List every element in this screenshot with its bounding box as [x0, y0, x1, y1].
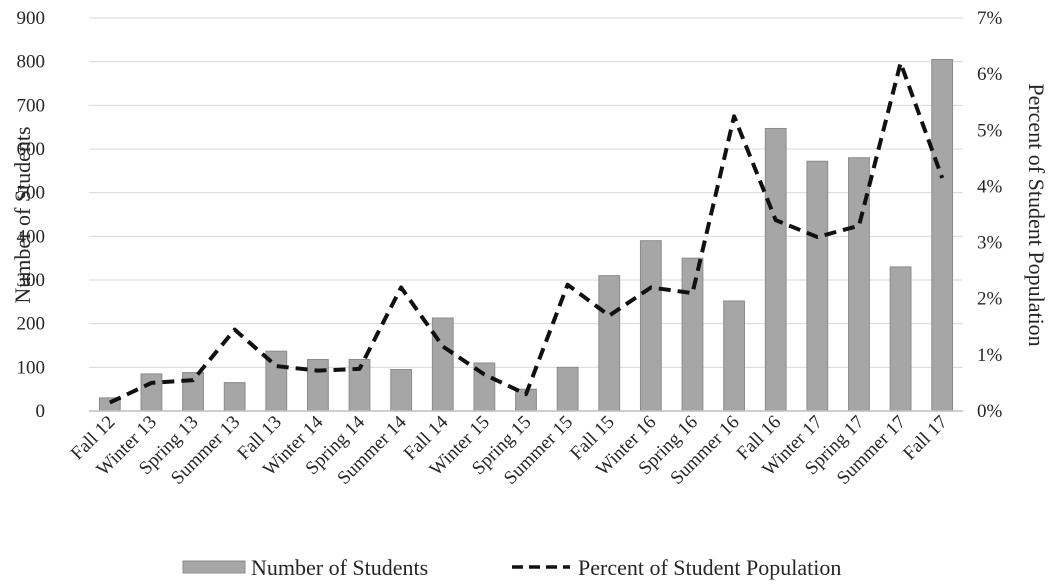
bar — [931, 58, 954, 412]
bar — [764, 127, 787, 412]
y2-tick-label: 0% — [977, 401, 1003, 422]
bar — [307, 358, 329, 412]
bar — [681, 257, 704, 412]
line-series-percent-of-student-population — [108, 60, 945, 405]
y2-tick-label: 7% — [977, 8, 1003, 29]
x-tick-label: Fall 17 — [899, 412, 952, 465]
y2-tick-label: 2% — [977, 289, 1003, 310]
percent-line — [108, 60, 945, 405]
y-tick-label: 900 — [17, 8, 46, 29]
y-tick-label: 500 — [17, 183, 46, 204]
y2-tick-label: 4% — [977, 176, 1003, 197]
y-tick-label: 400 — [17, 226, 46, 247]
left-y-axis-title: Number of Students — [10, 126, 35, 303]
y-tick-label: 800 — [17, 52, 46, 73]
y-tick-label: 300 — [17, 270, 46, 291]
y-tick-label: 700 — [17, 95, 46, 116]
gridlines — [89, 17, 963, 368]
y2-tick-label: 6% — [977, 64, 1003, 85]
bar — [223, 382, 246, 412]
y2-tick-label: 1% — [977, 345, 1003, 366]
bar — [723, 300, 746, 412]
y2-tick-label: 5% — [977, 120, 1003, 141]
bar — [431, 317, 454, 412]
bar — [556, 366, 579, 412]
left-y-axis-ticks: 0 100 200 300 400 500 600 700 800 900 — [17, 8, 46, 422]
right-y-axis-title: Percent of Student Population — [1024, 83, 1049, 346]
legend-label-number-of-students: Number of Students — [251, 555, 428, 580]
bar — [390, 369, 413, 412]
bar — [140, 373, 163, 412]
right-y-axis-ticks: 0% 1% 2% 3% 4% 5% 6% 7% — [977, 8, 1003, 422]
y-tick-label: 600 — [17, 139, 46, 160]
y-tick-label: 0 — [36, 401, 46, 422]
y-tick-label: 200 — [17, 314, 46, 335]
y2-tick-label: 3% — [977, 233, 1003, 254]
bar-series-number-of-students — [98, 58, 954, 412]
legend: Number of Students Percent of Student Po… — [182, 555, 841, 580]
legend-label-percent-of-student-population: Percent of Student Population — [578, 555, 841, 580]
y-tick-label: 100 — [17, 357, 46, 378]
bar — [889, 266, 912, 412]
bar — [806, 160, 829, 412]
legend-swatch-number-of-students — [182, 560, 246, 574]
bar — [639, 240, 662, 412]
bar — [598, 275, 621, 412]
bar — [182, 372, 204, 412]
